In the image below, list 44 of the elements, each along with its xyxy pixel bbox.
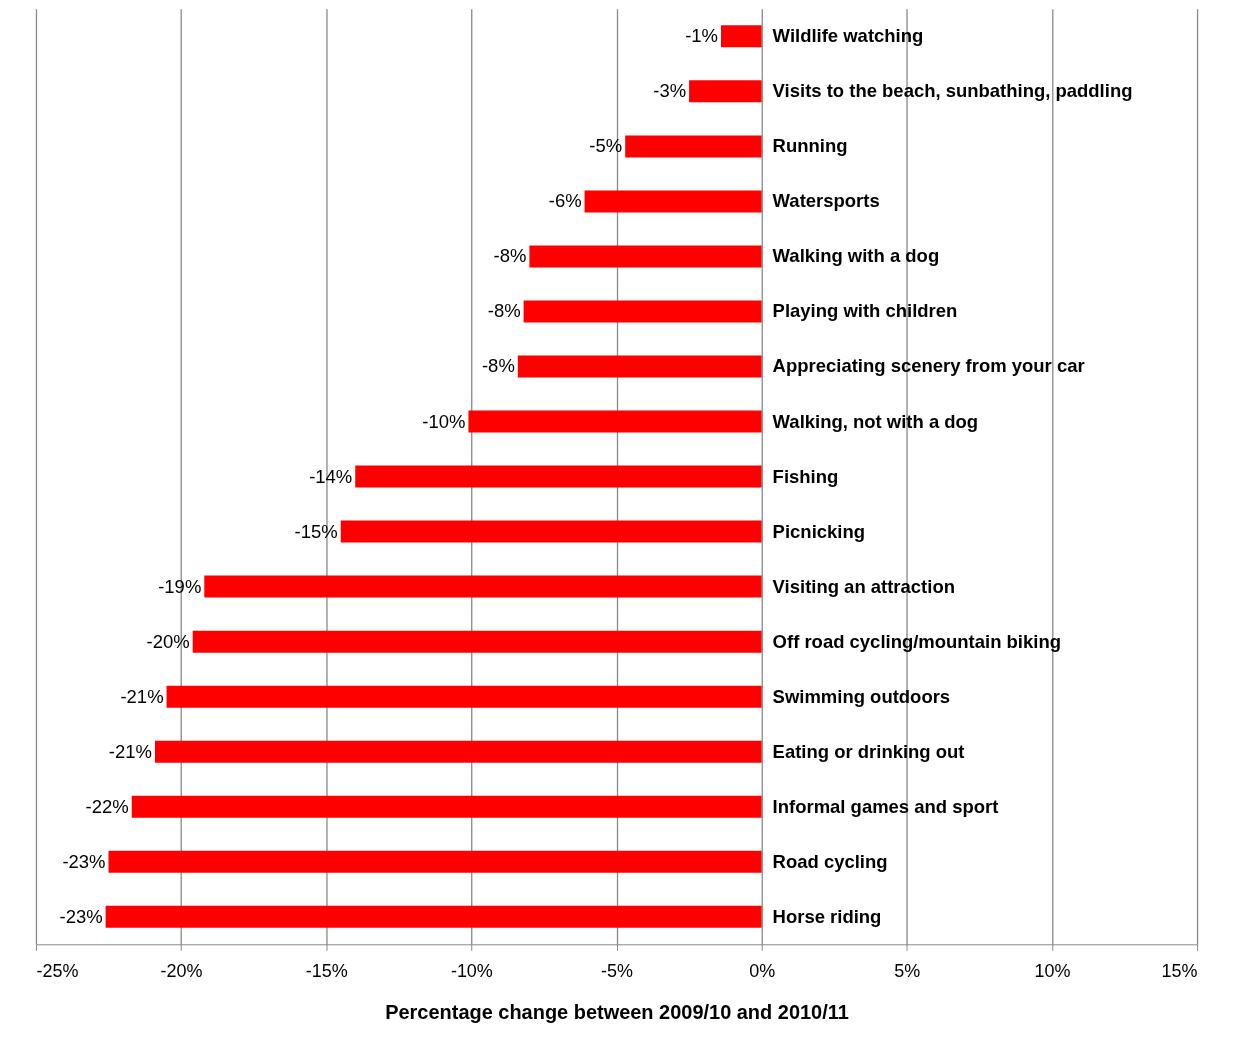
x-tick-label: -15% [305, 960, 348, 981]
data-label: -23% [59, 905, 103, 927]
data-label: -21% [108, 740, 152, 762]
data-label: -10% [422, 410, 466, 432]
x-tick-label: -10% [450, 960, 493, 981]
data-label: -14% [309, 465, 353, 487]
data-label: -15% [294, 520, 338, 542]
x-tick-label: 5% [894, 960, 921, 981]
y-tick-label: Swimming outdoors [772, 685, 951, 707]
y-tick-label: Horse riding [772, 905, 882, 927]
y-tick-label: Road cycling [772, 850, 888, 872]
x-tick-label: -20% [160, 960, 203, 981]
data-label: -21% [120, 685, 164, 707]
data-label: -1% [685, 25, 719, 47]
data-label: -22% [85, 795, 129, 817]
x-tick-label: 0% [749, 960, 776, 981]
y-tick-label: Wildlife watching [772, 25, 924, 47]
x-tick-label: -5% [601, 960, 633, 981]
y-tick-label: Running [772, 135, 848, 157]
x-tick-label: 15% [1161, 960, 1198, 981]
data-label: -6% [548, 190, 582, 212]
y-tick-label: Informal games and sport [772, 795, 999, 817]
x-tick-label: -25% [36, 960, 79, 981]
x-axis-title: Percentage change between 2009/10 and 2010/11 [385, 1000, 849, 1023]
y-tick-label: Visits to the beach, sunbathing, paddling [772, 80, 1133, 102]
y-tick-label: Watersports [772, 190, 880, 212]
data-label: -19% [158, 575, 202, 597]
x-tick-label: 10% [1034, 960, 1071, 981]
y-tick-label: Fishing [772, 465, 839, 487]
data-label: -8% [487, 300, 521, 322]
y-tick-label: Appreciating scenery from your car [772, 355, 1085, 377]
y-tick-label: Eating or drinking out [772, 740, 965, 762]
y-tick-label: Walking, not with a dog [772, 410, 979, 432]
y-tick-label: Walking with a dog [772, 245, 940, 267]
y-tick-label: Visiting an attraction [772, 575, 955, 597]
data-label: -8% [493, 245, 527, 267]
data-label: -20% [146, 630, 190, 652]
data-label: -23% [62, 850, 106, 872]
data-label: -5% [589, 135, 623, 157]
y-tick-label: Off road cycling/mountain biking [772, 630, 1061, 652]
data-label: -8% [481, 355, 515, 377]
y-tick-label: Picnicking [772, 520, 865, 542]
data-label: -3% [653, 80, 687, 102]
y-tick-label: Playing with children [772, 300, 958, 322]
